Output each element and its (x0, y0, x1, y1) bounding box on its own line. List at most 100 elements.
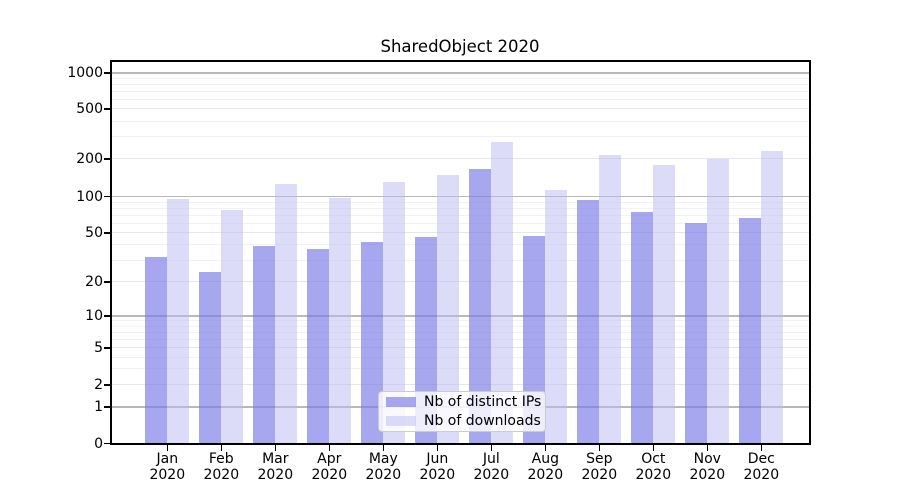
bar-distinct-ips-sep (577, 199, 599, 444)
right-spine (809, 60, 811, 445)
minor-gridline-60 (112, 222, 809, 224)
y-tick-100 (103, 195, 111, 198)
bar-downloads-dec (761, 151, 783, 444)
gridline-1000 (112, 72, 809, 74)
y-tick-label-200: 200 (76, 151, 103, 167)
x-tick-label-jun: Jun 2020 (419, 451, 456, 483)
gridline-20 (112, 281, 809, 283)
x-tick-jun (436, 444, 438, 451)
x-tick-may (382, 444, 384, 451)
minor-gridline-800 (112, 84, 809, 86)
minor-gridline-4 (112, 356, 809, 358)
y-tick-1 (103, 406, 111, 408)
legend-label-distinct-ips: Nb of distinct IPs (424, 394, 542, 410)
legend-item-distinct-ips: Nb of distinct IPs (379, 394, 545, 410)
left-spine (110, 60, 112, 445)
y-tick-0 (103, 442, 111, 445)
minor-gridline-400 (112, 120, 809, 122)
bar-downloads-nov (707, 159, 729, 444)
bar-distinct-ips-mar (253, 246, 275, 444)
minor-gridline-7 (112, 331, 809, 333)
bar-distinct-ips-apr (307, 249, 329, 444)
bottom-spine (110, 443, 811, 445)
bar-distinct-ips-nov (685, 222, 707, 444)
minor-gridline-40 (112, 244, 809, 246)
y-tick-label-50: 50 (85, 225, 103, 241)
x-tick-label-jul: Jul 2020 (473, 451, 510, 483)
gridline-10 (112, 315, 809, 317)
y-tick-label-1000: 1000 (67, 65, 103, 81)
bar-distinct-ips-jul (469, 169, 491, 444)
minor-gridline-80 (112, 207, 809, 209)
y-tick-label-20: 20 (85, 274, 103, 290)
minor-gridline-70 (112, 214, 809, 216)
x-tick-sep (598, 444, 600, 451)
x-tick-label-may: May 2020 (365, 451, 402, 483)
bar-downloads-aug (545, 189, 567, 444)
y-tick-10 (103, 315, 111, 317)
x-tick-label-nov: Nov 2020 (689, 451, 726, 483)
bar-downloads-jan (167, 199, 189, 444)
bar-downloads-mar (275, 184, 297, 444)
x-tick-label-sep: Sep 2020 (581, 451, 618, 483)
legend-label-downloads: Nb of downloads (424, 413, 541, 429)
bar-distinct-ips-oct (631, 211, 653, 444)
bar-downloads-apr (329, 198, 351, 444)
minor-gridline-6 (112, 339, 809, 341)
y-tick-5 (103, 347, 111, 349)
x-tick-label-jan: Jan 2020 (149, 451, 186, 483)
legend: Nb of distinct IPs Nb of downloads (378, 391, 546, 432)
bar-distinct-ips-feb (199, 272, 221, 444)
y-tick-label-10: 10 (85, 308, 103, 324)
x-tick-apr (328, 444, 330, 451)
x-tick-jan (166, 444, 168, 451)
bar-distinct-ips-may (361, 242, 383, 444)
legend-swatch-distinct-ips (386, 396, 416, 408)
minor-gridline-90 (112, 201, 809, 203)
minor-gridline-600 (112, 99, 809, 101)
bar-downloads-feb (221, 209, 243, 444)
legend-item-downloads: Nb of downloads (379, 413, 545, 429)
x-tick-feb (220, 444, 222, 451)
y-tick-label-0: 0 (94, 435, 103, 452)
x-tick-label-apr: Apr 2020 (311, 451, 348, 483)
y-tick-1000 (103, 72, 111, 74)
x-tick-oct (652, 444, 654, 451)
y-tick-label-2: 2 (94, 377, 103, 393)
gridline-200 (112, 158, 809, 160)
y-tick-2 (103, 384, 111, 386)
y-tick-200 (103, 158, 111, 160)
x-tick-jul (490, 444, 492, 451)
x-tick-aug (544, 444, 546, 451)
y-tick-label-5: 5 (94, 340, 103, 356)
bar-downloads-sep (599, 155, 621, 444)
x-tick-label-oct: Oct 2020 (635, 451, 672, 483)
y-tick-label-1: 1 (94, 399, 103, 415)
gridline-500 (112, 108, 809, 110)
bar-downloads-oct (653, 164, 675, 444)
minor-gridline-9 (112, 320, 809, 322)
minor-gridline-30 (112, 259, 809, 261)
y-tick-500 (103, 108, 111, 110)
top-spine (110, 60, 811, 62)
y-tick-50 (103, 232, 111, 234)
bar-distinct-ips-jan (145, 256, 167, 444)
minor-gridline-300 (112, 136, 809, 138)
gridline-100 (112, 195, 809, 198)
gridline-2 (112, 384, 809, 386)
y-tick-20 (103, 281, 111, 283)
x-tick-label-mar: Mar 2020 (257, 451, 294, 483)
x-tick-label-feb: Feb 2020 (203, 451, 240, 483)
bar-downloads-may (383, 182, 405, 444)
legend-swatch-downloads (386, 415, 416, 427)
y-tick-label-500: 500 (76, 101, 103, 117)
gridline-50 (112, 232, 809, 234)
x-tick-label-dec: Dec 2020 (743, 451, 780, 483)
bar-downloads-jul (491, 141, 513, 444)
minor-gridline-700 (112, 91, 809, 93)
x-tick-mar (274, 444, 276, 451)
minor-gridline-3 (112, 368, 809, 370)
minor-gridline-8 (112, 325, 809, 327)
